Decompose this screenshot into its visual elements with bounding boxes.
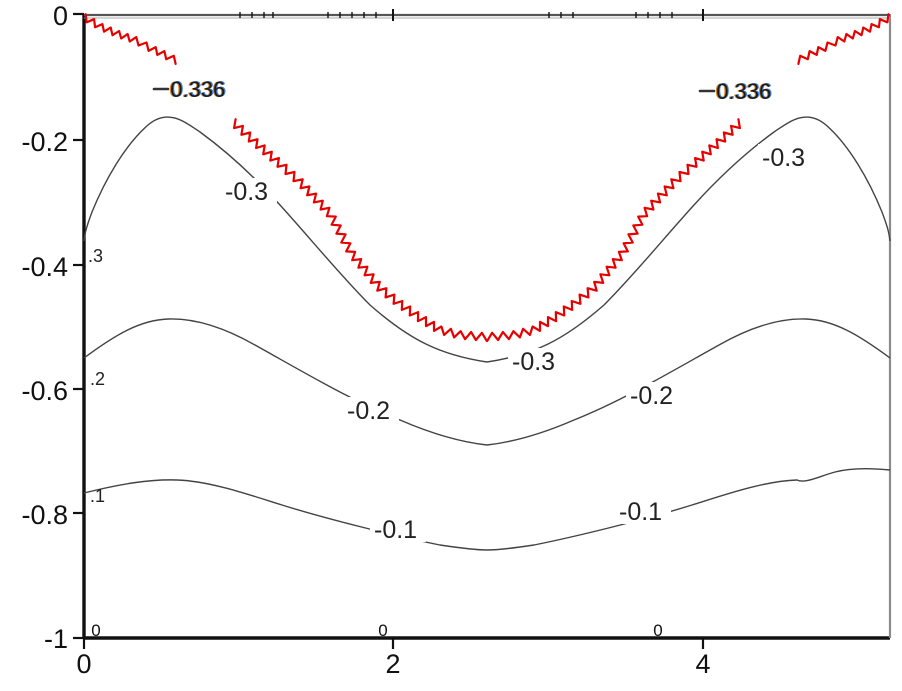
svg-text:-0.2: -0.2 — [347, 397, 390, 425]
svg-text:-0.2: -0.2 — [630, 382, 673, 410]
svg-text:-0.3: -0.3 — [225, 178, 268, 206]
svg-text:-0.3: -0.3 — [762, 144, 805, 172]
svg-text:0: 0 — [378, 621, 387, 640]
svg-text:-0.6: -0.6 — [21, 376, 68, 406]
svg-text:0.336: 0.336 — [170, 77, 225, 102]
svg-text:2: 2 — [385, 649, 400, 679]
svg-text:0: 0 — [76, 649, 91, 679]
svg-text:-1: -1 — [44, 624, 68, 654]
svg-text:0: 0 — [653, 621, 662, 640]
svg-text:.3: .3 — [88, 246, 103, 266]
svg-text:4: 4 — [695, 649, 710, 679]
svg-text:-0.2: -0.2 — [21, 127, 68, 157]
svg-text:-0.4: -0.4 — [21, 252, 68, 282]
svg-text:0: 0 — [91, 621, 100, 640]
svg-text:-0.8: -0.8 — [21, 500, 68, 530]
svg-text:0: 0 — [53, 1, 68, 31]
svg-text:-0.1: -0.1 — [374, 516, 417, 544]
svg-text:0.336: 0.336 — [716, 79, 771, 104]
svg-text:.1: .1 — [90, 486, 105, 506]
svg-text:-0.3: -0.3 — [512, 348, 555, 376]
svg-text:-0.1: -0.1 — [619, 498, 662, 526]
svg-text:.2: .2 — [90, 369, 105, 389]
